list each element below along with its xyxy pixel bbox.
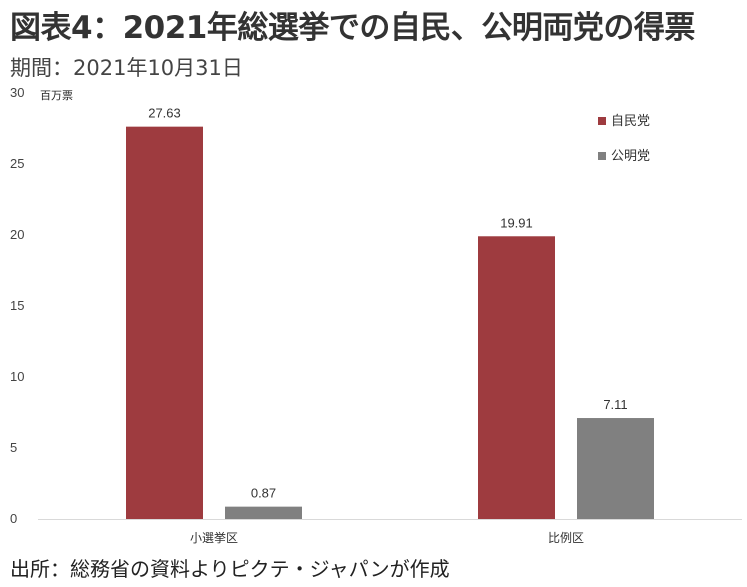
- x-tick-label: 比例区: [548, 531, 584, 545]
- bar: [478, 236, 555, 519]
- data-label: 7.11: [603, 397, 627, 412]
- y-tick-label: 5: [10, 440, 17, 455]
- bar: [577, 418, 654, 519]
- y-tick-label: 10: [10, 369, 24, 384]
- legend-label: 公明党: [611, 149, 650, 164]
- data-labels: 27.63 0.87 19.91 7.11: [148, 106, 627, 501]
- y-tick-label: 15: [10, 298, 24, 313]
- bar: [126, 126, 203, 520]
- y-tick-label: 0: [10, 511, 17, 526]
- y-tick-label: 30: [10, 85, 24, 100]
- bars: [126, 126, 654, 520]
- x-axis: 小選挙区 比例区: [190, 531, 584, 545]
- bar: [225, 506, 302, 519]
- data-label: 19.91: [500, 215, 533, 230]
- legend-label: 自民党: [611, 114, 650, 129]
- source-note: 出所：総務省の資料よりピクテ・ジャパンが作成: [10, 557, 450, 581]
- legend-swatch: [598, 117, 606, 125]
- data-label: 27.63: [148, 106, 181, 121]
- x-tick-label: 小選挙区: [190, 531, 238, 545]
- data-label: 0.87: [251, 486, 276, 501]
- chart-period: 期間：2021年10月31日: [10, 56, 243, 80]
- y-tick-label: 20: [10, 227, 24, 242]
- y-tick-label: 25: [10, 156, 24, 171]
- y-axis-unit: 百万票: [40, 89, 73, 102]
- chart-title: 図表4：2021年総選挙での自民、公明両党の得票: [10, 10, 695, 46]
- y-axis: 0 5 10 15 20 25 30: [10, 85, 24, 526]
- legend-swatch: [598, 152, 606, 160]
